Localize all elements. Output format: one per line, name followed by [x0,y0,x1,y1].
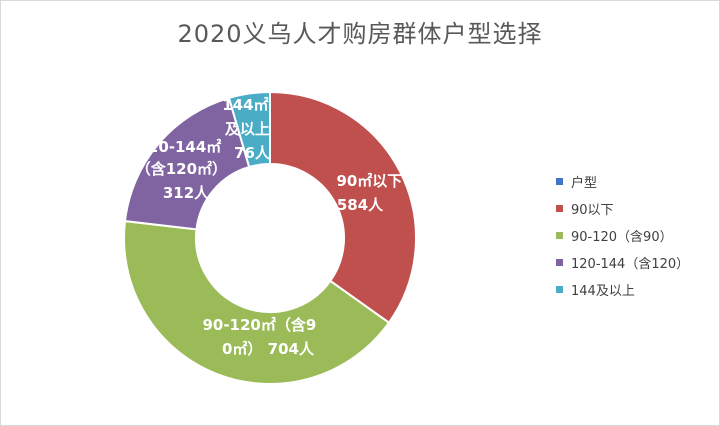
donut-slice-4 [227,90,271,169]
data-label-90-120: 90-120㎡（含9 0㎡） 704人 [202,316,321,358]
legend-item: 90以下 [556,195,689,222]
chart-title: 2020义乌人才购房群体户型选择 [177,20,543,48]
legend-swatch [556,259,563,266]
data-label-90-below-line2: 584人 [337,196,384,214]
data-label-90-120-line1: 90-120㎡（含9 [202,316,316,334]
data-label-90-below-line1: 90㎡以下 [336,172,402,190]
legend-swatch [556,178,563,185]
legend-item: 144及以上 [556,276,689,303]
legend-label: 144及以上 [571,284,635,299]
data-label-144-above-line1: 144㎡ [222,96,268,114]
data-label-144-above-line3: 76人 [234,144,271,162]
data-label-144-above-line2: 及以上 [225,120,270,138]
donut-slice-2 [123,219,391,385]
data-label-120-144-line2: （含120㎡） [136,160,227,178]
data-label-90-120-line2: 0㎡） 704人 [222,340,315,358]
legend-label: 90-120（含90） [571,230,673,245]
data-label-120-144-line1: 120-144㎡ [137,138,221,156]
legend: 户型 90以下 90-120（含90） 120-144（含120） 144及以上 [556,168,689,303]
legend-swatch [556,205,563,212]
donut-slice-1 [269,90,417,325]
legend-label: 户型 [571,176,598,191]
legend-swatch [556,232,563,239]
legend-label: 90以下 [571,203,614,218]
data-label-120-144-line3: 312人 [163,184,210,202]
legend-swatch [556,286,563,293]
data-label-90-below: 90㎡以下 584人 [336,172,407,214]
legend-item: 120-144（含120） [556,249,689,276]
legend-item: 户型 [556,168,689,195]
data-label-120-144: 120-144㎡ （含120㎡） 312人 [136,138,233,202]
legend-item: 90-120（含90） [556,222,689,249]
legend-label: 120-144（含120） [571,257,690,272]
data-label-144-above: 144㎡ 及以上 76人 [222,96,275,162]
